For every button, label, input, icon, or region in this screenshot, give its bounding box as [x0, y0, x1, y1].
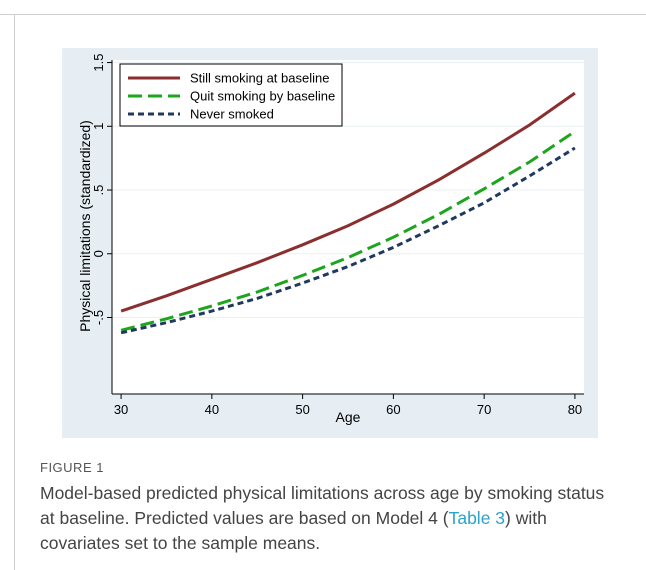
- series-lines: [120, 91, 576, 335]
- x-tick-label: 50: [295, 402, 309, 417]
- x-tick-label: 30: [114, 402, 128, 417]
- table-3-link[interactable]: Table 3: [448, 508, 506, 528]
- x-axis-label: Age: [336, 409, 361, 425]
- legend-label: Never smoked: [190, 107, 274, 122]
- line-chart: -.5 0 .5 1 1.5 30 40 50 60 70 80 Still smoking at …: [77, 54, 584, 425]
- caption-text-start: Model-based predicted physical limitatio…: [40, 483, 605, 528]
- legend: Still smoking at baseline Quit smoking by…: [119, 63, 343, 127]
- top-divider: [0, 14, 646, 15]
- y-tick-label: -.5: [91, 310, 106, 325]
- legend-label: Still smoking at baseline: [190, 71, 329, 86]
- y-tick-label: .5: [91, 185, 106, 196]
- x-tick-label: 70: [477, 402, 491, 417]
- left-divider: [14, 14, 15, 570]
- y-tick-label: 1.5: [91, 54, 106, 72]
- axes: -.5 0 .5 1 1.5 30 40 50 60 70 80: [91, 54, 584, 417]
- x-tick-label: 40: [205, 402, 219, 417]
- y-tick-label: 1: [91, 123, 106, 130]
- figure-label: FIGURE 1: [40, 460, 104, 475]
- caption-text-end: ) with covariates set to the sample mean…: [40, 508, 547, 553]
- series-line: [120, 146, 576, 335]
- legend-label: Quit smoking by baseline: [190, 89, 335, 104]
- y-axis-label: Physical limitations (standardized): [77, 120, 93, 332]
- series-line: [120, 130, 576, 332]
- y-tick-label: 0: [91, 250, 106, 257]
- x-tick-label: 80: [568, 402, 582, 417]
- figure-caption: Model-based predicted physical limitatio…: [40, 481, 620, 556]
- series-line: [120, 91, 576, 313]
- x-tick-label: 60: [386, 402, 400, 417]
